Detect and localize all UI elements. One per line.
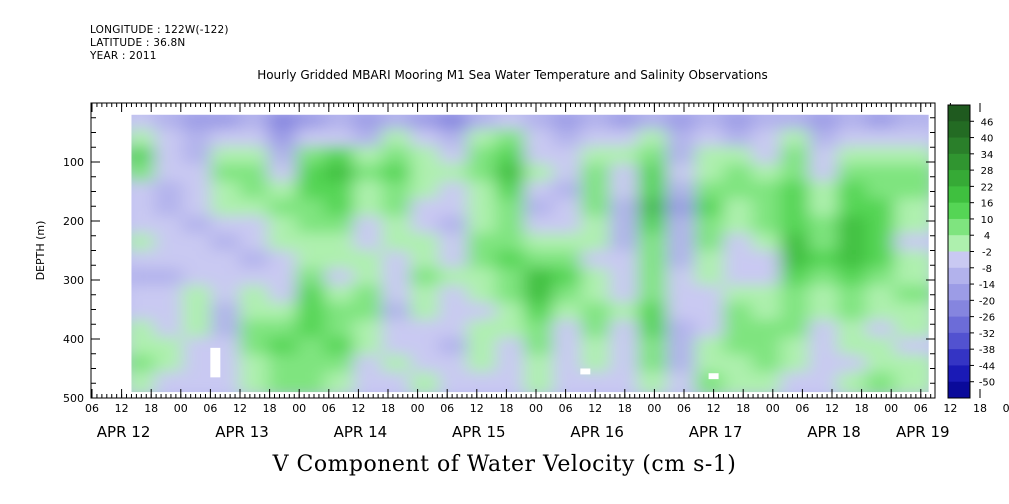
- x-tick-label: 00: [884, 402, 898, 415]
- x-tick-label: 00: [529, 402, 543, 415]
- x-tick-label: 06: [203, 402, 217, 415]
- x-tick-label: 12: [115, 402, 129, 415]
- x-tick-label: 00: [411, 402, 425, 415]
- x-tick-label: 12: [943, 402, 957, 415]
- x-tick-label: 12: [470, 402, 484, 415]
- x-day-label: APR 14: [334, 423, 388, 441]
- colorbar-swatch: [948, 251, 970, 269]
- colorbar-swatch: [948, 121, 970, 139]
- x-tick-label: 06: [440, 402, 454, 415]
- x-day-label: APR 13: [215, 423, 269, 441]
- y-tick-label: 100: [63, 156, 84, 169]
- x-tick-label: 00: [766, 402, 780, 415]
- x-day-label: APR 12: [97, 423, 151, 441]
- y-tick-label: 300: [63, 274, 84, 287]
- colorbar-tick-label: -26: [979, 313, 995, 324]
- colorbar-swatch: [948, 170, 970, 187]
- x-day-label: APR 18: [807, 423, 861, 441]
- colorbar-tick-label: -44: [979, 361, 995, 372]
- colorbar-swatch: [948, 186, 970, 204]
- colorbar-swatch: [948, 316, 970, 334]
- x-tick-label: 12: [351, 402, 365, 415]
- x-tick-label: 00: [292, 402, 306, 415]
- missing-data-block: [580, 368, 591, 375]
- colorbar-swatch: [948, 267, 970, 285]
- chart-title: Hourly Gridded MBARI Mooring M1 Sea Wate…: [257, 68, 768, 82]
- heatmap-cells: [131, 114, 929, 393]
- colorbar-swatch: [948, 349, 970, 366]
- y-tick-label: 500: [63, 392, 84, 405]
- colorbar-tick-label: -2: [982, 248, 992, 259]
- longitude-label: LONGITUDE : 122W(-122): [90, 24, 229, 36]
- x-tick-label: 18: [973, 402, 987, 415]
- y-axis-title: DEPTH (m): [34, 221, 47, 281]
- x-tick-label: 06: [322, 402, 336, 415]
- colorbar-swatch: [948, 137, 970, 155]
- x-tick-label: 06: [85, 402, 99, 415]
- colorbar-tick-label: 16: [981, 199, 994, 210]
- colorbar-swatch: [948, 300, 970, 318]
- missing-data-blocks: [210, 347, 719, 380]
- colorbar-tick-label: -20: [979, 296, 995, 307]
- x-tick-label: 12: [707, 402, 721, 415]
- colorbar-swatch: [948, 202, 970, 220]
- x-day-label: APR 16: [570, 423, 624, 441]
- x-tick-label: 06: [677, 402, 691, 415]
- x-tick-label: 12: [588, 402, 602, 415]
- colorbar-tick-label: 34: [981, 150, 994, 161]
- x-tick-label: 06: [795, 402, 809, 415]
- colorbar-tick-label: 4: [984, 231, 990, 242]
- heatmap-chart: 06 12 18 00 06 12 18 00 06 12 18 00 06 12 18 00 06 12 18 00…: [34, 102, 1009, 441]
- x-day-label: APR 17: [689, 423, 743, 441]
- colorbar-swatch: [948, 365, 970, 383]
- colorbar: 46 40 34 28 22 16 10 4 -2 -8 -14 -20 -26 -32 -38 -44 -50: [947, 104, 995, 399]
- x-day-label: APR 19: [896, 423, 950, 441]
- heatmap-cell: [894, 371, 929, 393]
- colorbar-tick-label: 28: [981, 166, 994, 177]
- y-tick-label: 400: [63, 333, 84, 346]
- x-day-label: APR 15: [452, 423, 506, 441]
- latitude-label: LATITUDE : 36.8N: [90, 37, 186, 49]
- axes: 06 12 18 00 06 12 18 00 06 12 18 00 06 12 18 00 06 12 18 00…: [34, 102, 1009, 441]
- x-tick-label: 18: [855, 402, 869, 415]
- x-tick-label: 18: [381, 402, 395, 415]
- colorbar-swatch: [948, 218, 970, 236]
- x-tick-label: 00: [647, 402, 661, 415]
- x-tick-label: 18: [618, 402, 632, 415]
- colorbar-tick-label: -38: [979, 345, 995, 356]
- colorbar-tick-label: -14: [979, 280, 995, 291]
- y-tick-label: 200: [63, 215, 84, 228]
- x-tick-label: 12: [825, 402, 839, 415]
- x-tick-label: 06: [559, 402, 573, 415]
- colorbar-tick-label: 10: [981, 215, 994, 226]
- colorbar-tick-label: -8: [982, 264, 992, 275]
- x-tick-label: 18: [499, 402, 513, 415]
- x-tick-label: 18: [144, 402, 158, 415]
- colorbar-caption: V Component of Water Velocity (cm s-1): [272, 452, 737, 477]
- heatmap-cell-group: [131, 114, 929, 393]
- colorbar-tick-label: -50: [979, 378, 995, 389]
- missing-data-block: [210, 347, 221, 378]
- x-tick-label: 00: [174, 402, 188, 415]
- colorbar-tick-label: -32: [979, 329, 995, 340]
- colorbar-swatch: [948, 284, 970, 301]
- x-tick-label: 18: [736, 402, 750, 415]
- year-label: YEAR : 2011: [90, 50, 157, 62]
- colorbar-swatch: [948, 381, 970, 399]
- x-tick-label: 18: [263, 402, 277, 415]
- missing-data-block: [708, 373, 719, 380]
- colorbar-swatch: [948, 105, 970, 122]
- colorbar-tick-label: 46: [981, 117, 994, 128]
- x-tick-label: 06: [914, 402, 928, 415]
- colorbar-tick-label: 22: [981, 182, 994, 193]
- colorbar-tick-label: 40: [981, 134, 994, 145]
- x-tick-label: 12: [233, 402, 247, 415]
- colorbar-swatch: [948, 332, 970, 350]
- colorbar-swatch: [948, 153, 970, 171]
- colorbar-swatch: [948, 235, 970, 252]
- x-tick-label: 00: [1003, 402, 1009, 415]
